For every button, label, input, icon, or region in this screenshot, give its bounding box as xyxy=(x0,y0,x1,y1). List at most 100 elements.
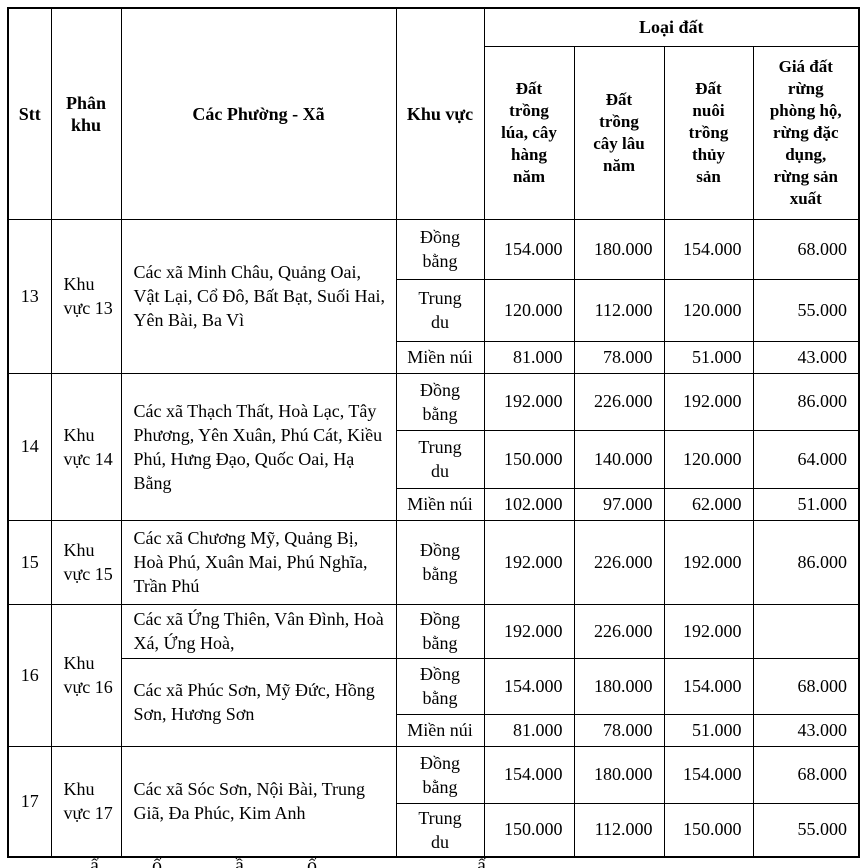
price-cell: 120.000 xyxy=(663,429,754,489)
price-cell: 43.000 xyxy=(752,713,860,747)
stt-cell: 17 xyxy=(7,745,52,857)
price-cell: 226.000 xyxy=(573,519,665,605)
communes-cell: Các xã Sóc Sơn, Nội Bài, Trung Giã, Đa P… xyxy=(120,745,397,857)
clipped-glyph: ẩ xyxy=(90,856,99,868)
price-cell: 154.000 xyxy=(663,218,754,280)
col-header-phan-khu: Phân khu xyxy=(50,7,122,220)
zone-cell: Khu vực 13 xyxy=(50,218,122,374)
price-cell: 97.000 xyxy=(573,487,665,521)
price-cell: 120.000 xyxy=(483,278,575,342)
price-cell: 150.000 xyxy=(483,802,575,857)
price-cell: 112.000 xyxy=(573,802,665,857)
col-header-dat-thuy-san: Đất nuôi trồng thủy sản xyxy=(663,45,754,220)
region-cell: Đồng bằng xyxy=(395,372,485,431)
stt-cell: 13 xyxy=(7,218,52,374)
price-cell: 180.000 xyxy=(573,218,665,280)
region-cell: Đồng bằng xyxy=(395,745,485,804)
zone-cell: Khu vực 16 xyxy=(50,603,122,747)
price-cell: 192.000 xyxy=(483,603,575,659)
table-row: 13 Khu vực 13 Các xã Minh Châu, Quảng Oa… xyxy=(7,218,860,374)
price-cell: 192.000 xyxy=(483,519,575,605)
price-cell: 51.000 xyxy=(752,487,860,521)
price-cell: 150.000 xyxy=(663,802,754,857)
col-header-dat-trong-lua: Đất trồng lúa, cây hàng năm xyxy=(483,45,575,220)
price-cell: 68.000 xyxy=(752,218,860,280)
col-header-gia-dat-rung: Giá đất rừng phòng hộ, rừng đặc dụng, rừ… xyxy=(752,45,860,220)
region-cell: Miền núi xyxy=(395,713,485,747)
price-cell: 180.000 xyxy=(573,745,665,804)
price-cell: 192.000 xyxy=(483,372,575,431)
region-cell: Trung du xyxy=(395,802,485,857)
price-cell: 78.000 xyxy=(573,713,665,747)
col-header-khu-vuc: Khu vực xyxy=(395,7,485,220)
price-cell: 154.000 xyxy=(483,745,575,804)
price-cell: 86.000 xyxy=(752,519,860,605)
region-cell: Trung du xyxy=(395,429,485,489)
price-cell: 154.000 xyxy=(483,218,575,280)
header-row-sub: Đất trồng lúa, cây hàng năm Đất trồng câ… xyxy=(8,45,860,220)
price-cell: 112.000 xyxy=(573,278,665,342)
stt-cell: 16 xyxy=(7,603,52,747)
price-cell: 140.000 xyxy=(573,429,665,489)
table-row: 14 Khu vực 14 Các xã Thạch Thất, Hoà Lạc… xyxy=(7,372,860,521)
table-row: Trung du 120.000 112.000 120.000 55.000 xyxy=(8,278,860,342)
region-cell: Miền núi xyxy=(395,340,485,374)
price-cell: 55.000 xyxy=(752,802,860,857)
price-cell: 192.000 xyxy=(663,372,754,431)
header-row-main: Stt Phân khu Các Phường - Xã Khu vực Loạ… xyxy=(7,7,860,220)
col-header-stt: Stt xyxy=(7,7,52,220)
price-cell: 68.000 xyxy=(752,657,860,715)
land-price-table: Stt Phân khu Các Phường - Xã Khu vực Loạ… xyxy=(7,7,861,858)
price-cell: 226.000 xyxy=(573,372,665,431)
communes-cell: Các xã Chương Mỹ, Quảng Bị, Hoà Phú, Xuâ… xyxy=(120,519,397,605)
communes-cell: Các xã Ứng Thiên, Vân Đình, Hoà Xá, Ứng … xyxy=(120,603,397,659)
price-cell: 62.000 xyxy=(663,487,754,521)
price-cell: 55.000 xyxy=(752,278,860,342)
clipped-glyph: ổ xyxy=(152,856,162,868)
price-cell: 51.000 xyxy=(663,340,754,374)
clipped-glyph: ấ xyxy=(477,856,486,868)
price-cell: 154.000 xyxy=(663,745,754,804)
clipped-glyph: ổ xyxy=(307,856,317,868)
price-cell: 120.000 xyxy=(663,278,754,342)
region-cell: Đồng bằng xyxy=(395,519,485,605)
price-cell: 102.000 xyxy=(483,487,575,521)
table-row: 17 Khu vực 17 Các xã Sóc Sơn, Nội Bài, T… xyxy=(7,745,860,857)
region-cell: Đồng bằng xyxy=(395,218,485,280)
table-row: Các xã Phúc Sơn, Mỹ Đức, Hồng Sơn, Hương… xyxy=(8,657,860,747)
region-cell: Miền núi xyxy=(395,487,485,521)
clipped-glyph: ầ xyxy=(235,856,244,868)
price-cell: 81.000 xyxy=(483,340,575,374)
communes-cell: Các xã Minh Châu, Quảng Oai, Vật Lại, Cổ… xyxy=(120,218,397,374)
price-cell: 150.000 xyxy=(483,429,575,489)
price-cell: 192.000 xyxy=(663,603,754,659)
stt-cell: 14 xyxy=(7,372,52,521)
price-cell: 154.000 xyxy=(483,657,575,715)
price-cell xyxy=(752,603,860,659)
price-cell: 43.000 xyxy=(752,340,860,374)
table-row: Trung du 150.000 140.000 120.000 64.000 xyxy=(8,429,860,489)
price-cell: 81.000 xyxy=(483,713,575,747)
price-cell: 86.000 xyxy=(752,372,860,431)
region-cell: Đồng bằng xyxy=(395,603,485,659)
price-cell: 226.000 xyxy=(573,603,665,659)
zone-cell: Khu vực 17 xyxy=(50,745,122,857)
price-cell: 51.000 xyxy=(663,713,754,747)
table-row: 15 Khu vực 15 Các xã Chương Mỹ, Quảng Bị… xyxy=(7,519,860,605)
region-cell: Đồng bằng xyxy=(395,657,485,715)
table-row: 16 Khu vực 16 Các xã Ứng Thiên, Vân Đình… xyxy=(7,603,860,747)
price-cell: 154.000 xyxy=(663,657,754,715)
col-header-phuong-xa: Các Phường - Xã xyxy=(120,7,397,220)
table-row: Trung du 150.000 112.000 150.000 55.000 xyxy=(8,802,860,857)
price-cell: 192.000 xyxy=(663,519,754,605)
communes-cell: Các xã Thạch Thất, Hoà Lạc, Tây Phương, … xyxy=(120,372,397,521)
zone-cell: Khu vực 15 xyxy=(50,519,122,605)
region-cell: Trung du xyxy=(395,278,485,342)
stt-cell: 15 xyxy=(7,519,52,605)
price-cell: 68.000 xyxy=(752,745,860,804)
clipped-next-row-text: ẩ ổ ầ ổ ấ xyxy=(0,856,864,868)
zone-cell: Khu vực 14 xyxy=(50,372,122,521)
col-header-loai-dat: Loại đất xyxy=(483,7,860,47)
price-cell: 180.000 xyxy=(573,657,665,715)
